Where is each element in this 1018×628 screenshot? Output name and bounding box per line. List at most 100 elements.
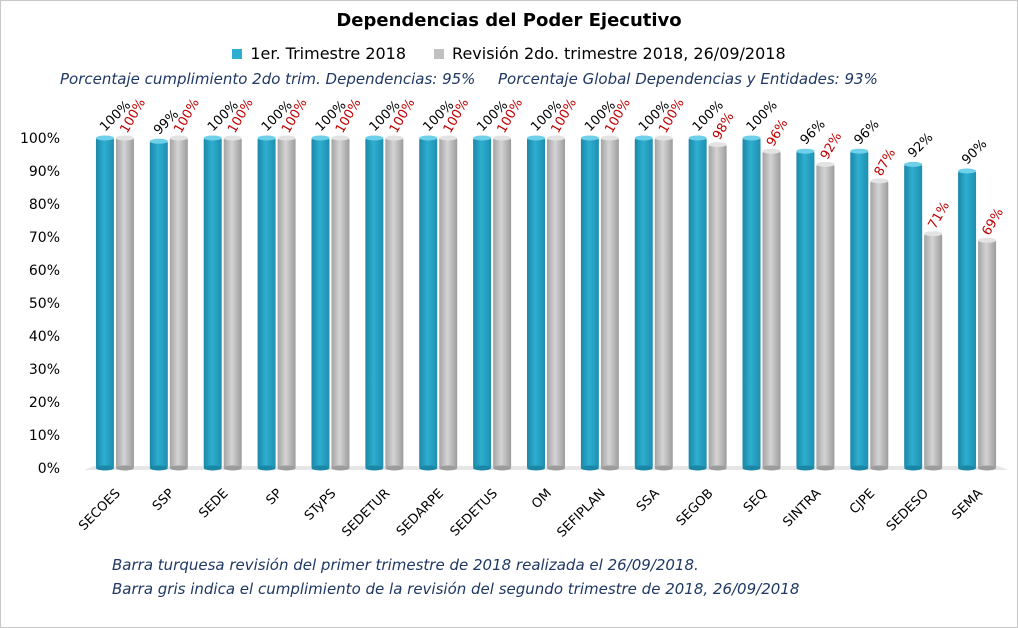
- y-tick-label: 60%: [29, 263, 60, 279]
- bar-series2-top: [762, 148, 781, 154]
- data-label-series2: 87%: [872, 146, 899, 179]
- bar-series2: [654, 138, 673, 468]
- bar-series2-base: [385, 465, 404, 471]
- chart-title: Dependencias del Poder Ejecutivo: [336, 10, 682, 31]
- bar-series1-base: [311, 465, 330, 471]
- bar-series1-base: [95, 465, 114, 471]
- bar-series1: [850, 151, 869, 468]
- legend-swatch-series1: [232, 48, 243, 59]
- bar-series1-top: [365, 135, 384, 141]
- x-tick-label: SEDE: [196, 486, 231, 521]
- bar-series1-top: [850, 148, 869, 154]
- data-label-series2: 69%: [980, 206, 1007, 239]
- bar-series2: [331, 138, 350, 468]
- bar-series1-top: [527, 135, 545, 141]
- y-tick-label: 90%: [29, 164, 60, 180]
- subtitle-dependencias: Porcentaje cumplimiento 2do trim. Depend…: [60, 70, 476, 88]
- legend-item-series1: 1er. Trimestre 2018: [232, 44, 406, 63]
- data-label-series2: 92%: [818, 130, 845, 163]
- bar-series2-base: [331, 465, 350, 471]
- x-tick-label: SSA: [634, 486, 663, 515]
- bar-series1-base: [203, 465, 222, 471]
- y-tick-label: 30%: [29, 362, 60, 378]
- bar-series2: [439, 138, 458, 468]
- bar-series1: [796, 151, 815, 468]
- bar-series1: [904, 164, 923, 468]
- bar-series2-top: [115, 135, 134, 141]
- bar-series2-base: [493, 465, 512, 471]
- y-tick-label: 20%: [29, 395, 60, 411]
- bar-series2-base: [708, 465, 727, 471]
- data-label-series1: 92%: [905, 130, 936, 161]
- bar-series1-top: [473, 135, 492, 141]
- x-tick-label: SEDESO: [884, 486, 932, 534]
- chart-legend: 1er. Trimestre 2018 Revisión 2do. trimes…: [0, 44, 1018, 63]
- bar-series2-top: [385, 135, 404, 141]
- bar-series1: [203, 138, 222, 468]
- bar-series1-top: [257, 135, 276, 141]
- bar-series2-base: [816, 465, 835, 471]
- y-tick-label: 80%: [29, 197, 60, 213]
- data-label-series2: 71%: [926, 199, 953, 232]
- bar-series1-base: [419, 465, 438, 471]
- bar-series2-base: [870, 465, 889, 471]
- bar-series1-top: [311, 135, 330, 141]
- bar-series2-top: [978, 237, 997, 243]
- bar-series2-base: [547, 465, 565, 471]
- x-tick-label: SEDETUR: [339, 486, 393, 540]
- bar-series2: [277, 138, 296, 468]
- bar-series1: [688, 138, 707, 468]
- y-tick-label: 10%: [29, 428, 60, 444]
- data-label-series2: 96%: [764, 117, 791, 150]
- bar-series1-base: [742, 465, 761, 471]
- bar-series1: [634, 138, 653, 468]
- bar-series2-top: [547, 135, 565, 141]
- bar-series2-top: [169, 135, 188, 141]
- footnote-series2: Barra gris indica el cumplimiento de la …: [112, 580, 800, 598]
- bar-series1-base: [850, 465, 869, 471]
- y-tick-label: 0%: [38, 461, 60, 477]
- legend-item-series2: Revisión 2do. trimestre 2018, 26/09/2018: [434, 44, 786, 63]
- plot-floor: [84, 466, 1008, 470]
- bar-series1: [527, 138, 545, 468]
- x-tick-label: STyPS: [302, 486, 339, 523]
- bar-series2: [600, 138, 619, 468]
- bar-series2: [978, 240, 997, 468]
- bar-series1: [580, 138, 599, 468]
- bar-series2: [169, 138, 188, 468]
- bar-series2-base: [115, 465, 134, 471]
- x-tick-label: SEGOB: [674, 486, 717, 529]
- bar-series2-top: [708, 142, 727, 148]
- bar-series1: [257, 138, 276, 468]
- x-tick-label: SEDETUS: [448, 486, 501, 539]
- bar-series1-base: [365, 465, 384, 471]
- y-tick-label: 40%: [29, 329, 60, 345]
- bar-series1-base: [473, 465, 492, 471]
- bar-series1: [473, 138, 492, 468]
- legend-label-series2: Revisión 2do. trimestre 2018, 26/09/2018: [452, 44, 786, 63]
- bar-series1-base: [958, 465, 977, 471]
- bar-series1-top: [958, 168, 977, 174]
- bar-series1: [958, 171, 977, 468]
- bar-series1-top: [149, 138, 168, 144]
- bar-series2-base: [439, 465, 458, 471]
- legend-label-series1: 1er. Trimestre 2018: [250, 44, 407, 63]
- bar-series1-top: [742, 135, 761, 141]
- bar-series1-top: [580, 135, 599, 141]
- bar-series2: [870, 180, 889, 468]
- footnote-series1: Barra turquesa revisión del primer trime…: [112, 556, 699, 574]
- bar-series2: [493, 138, 512, 468]
- bar-series2-top: [223, 135, 242, 141]
- bar-series2-base: [169, 465, 188, 471]
- bar-series1-base: [149, 465, 168, 471]
- y-tick-label: 70%: [29, 230, 60, 246]
- x-tick-label: SEMA: [949, 486, 986, 523]
- legend-swatch-series2: [434, 48, 445, 59]
- x-tick-label: SEFIPLAN: [554, 486, 608, 540]
- bar-series2-base: [654, 465, 673, 471]
- x-tick-label: SP: [263, 486, 285, 508]
- data-label-series1: 96%: [852, 117, 883, 148]
- x-tick-label: CJPE: [847, 486, 878, 517]
- bar-series2-base: [223, 465, 242, 471]
